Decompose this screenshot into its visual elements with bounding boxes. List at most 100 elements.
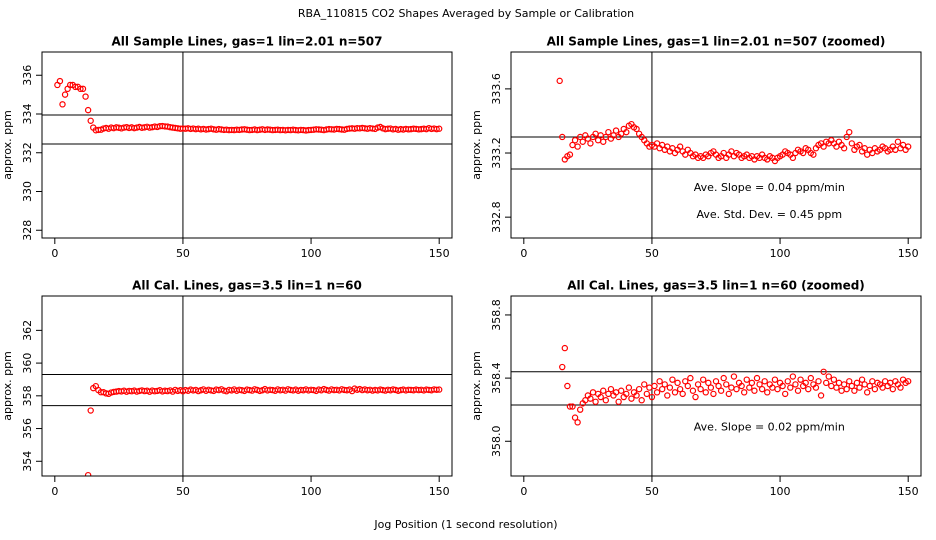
y-tick-label: 332.8 bbox=[490, 201, 503, 233]
data-point bbox=[812, 384, 820, 391]
data-point bbox=[87, 117, 94, 124]
data-point bbox=[712, 378, 720, 385]
plot-frame bbox=[41, 295, 453, 477]
data-point bbox=[571, 136, 579, 144]
plot-frame bbox=[510, 295, 922, 477]
data-point bbox=[656, 378, 663, 385]
data-point bbox=[846, 378, 853, 385]
data-point bbox=[774, 385, 781, 393]
data-point bbox=[433, 125, 440, 133]
data-point bbox=[756, 381, 763, 388]
data-point bbox=[863, 389, 871, 396]
data-point bbox=[653, 389, 661, 396]
panel-title: All Sample Lines, gas=1 lin=2.01 n=507 bbox=[112, 35, 383, 49]
data-point bbox=[566, 403, 574, 410]
annotation: Ave. Slope = 0.02 ppm/min bbox=[694, 420, 845, 433]
data-point bbox=[781, 390, 789, 398]
data-point bbox=[733, 385, 740, 393]
y-axis-label: approx. ppm bbox=[470, 110, 483, 180]
y-tick-label: 332 bbox=[21, 142, 34, 163]
data-point bbox=[433, 386, 440, 393]
y-axis-label: approx. ppm bbox=[1, 110, 14, 180]
y-tick-label: 358 bbox=[21, 385, 34, 406]
data-point bbox=[84, 106, 92, 114]
data-point bbox=[564, 382, 571, 390]
data-point bbox=[843, 385, 850, 393]
data-point bbox=[633, 392, 640, 399]
annotation: Ave. Std. Dev. = 0.45 ppm bbox=[696, 208, 842, 221]
data-point bbox=[559, 133, 566, 141]
data-point bbox=[648, 393, 656, 401]
data-point bbox=[697, 385, 704, 393]
data-point bbox=[702, 389, 709, 396]
data-point bbox=[689, 387, 697, 394]
data-point bbox=[556, 77, 563, 85]
data-point bbox=[746, 384, 753, 391]
data-point bbox=[751, 387, 758, 394]
y-tick-label: 360 bbox=[21, 353, 34, 374]
x-tick-label: 50 bbox=[176, 247, 190, 260]
y-tick-label: 336 bbox=[21, 65, 34, 86]
data-point bbox=[574, 419, 581, 426]
data-point bbox=[79, 85, 87, 93]
data-point bbox=[856, 384, 863, 391]
data-point bbox=[561, 344, 569, 352]
data-point bbox=[628, 395, 635, 402]
data-point bbox=[707, 384, 715, 391]
x-tick-label: 0 bbox=[51, 485, 58, 498]
data-point bbox=[669, 376, 676, 383]
x-tick-label: 0 bbox=[520, 247, 527, 260]
x-tick-label: 150 bbox=[429, 485, 450, 498]
y-axis-label: approx. ppm bbox=[1, 351, 14, 421]
data-point bbox=[612, 127, 620, 134]
y-tick-label: 333.6 bbox=[490, 73, 503, 105]
data-point bbox=[658, 385, 666, 393]
plot-area bbox=[42, 52, 452, 238]
data-point bbox=[761, 378, 768, 385]
data-point bbox=[851, 387, 858, 394]
plot-area bbox=[511, 52, 921, 238]
panel-title: All Cal. Lines, gas=3.5 lin=1 n=60 bbox=[132, 279, 362, 293]
data-point bbox=[77, 85, 84, 93]
x-tick-label: 100 bbox=[770, 485, 791, 498]
data-point bbox=[638, 397, 645, 404]
plot-area bbox=[511, 296, 921, 476]
data-point bbox=[692, 393, 699, 401]
data-point bbox=[641, 381, 648, 388]
data-point bbox=[802, 379, 809, 387]
data-point bbox=[743, 376, 750, 383]
data-point bbox=[682, 378, 689, 385]
data-point bbox=[600, 138, 607, 145]
data-point bbox=[666, 384, 674, 391]
data-point bbox=[789, 373, 797, 380]
data-point bbox=[435, 125, 443, 132]
data-point bbox=[725, 390, 733, 398]
data-point bbox=[723, 381, 730, 388]
data-point bbox=[651, 382, 658, 390]
data-point bbox=[676, 143, 684, 150]
data-point bbox=[858, 376, 866, 383]
data-point bbox=[810, 151, 817, 158]
data-point bbox=[853, 379, 861, 387]
data-point bbox=[687, 374, 694, 382]
plot-frame bbox=[510, 51, 922, 239]
data-point bbox=[699, 376, 707, 383]
data-point bbox=[897, 384, 904, 391]
x-tick-label: 100 bbox=[301, 247, 322, 260]
data-point bbox=[822, 379, 830, 387]
data-point bbox=[623, 390, 630, 398]
data-point bbox=[576, 406, 584, 413]
x-tick-label: 50 bbox=[645, 247, 659, 260]
y-tick-label: 330 bbox=[21, 181, 34, 202]
data-point bbox=[605, 128, 612, 136]
x-tick-label: 150 bbox=[429, 247, 450, 260]
data-point bbox=[866, 382, 873, 390]
data-point bbox=[789, 154, 797, 162]
data-point bbox=[825, 373, 832, 380]
data-point bbox=[56, 77, 64, 85]
data-point bbox=[889, 385, 897, 393]
data-point bbox=[794, 387, 802, 394]
y-tick-label: 358.0 bbox=[490, 426, 503, 458]
data-point bbox=[694, 381, 702, 388]
